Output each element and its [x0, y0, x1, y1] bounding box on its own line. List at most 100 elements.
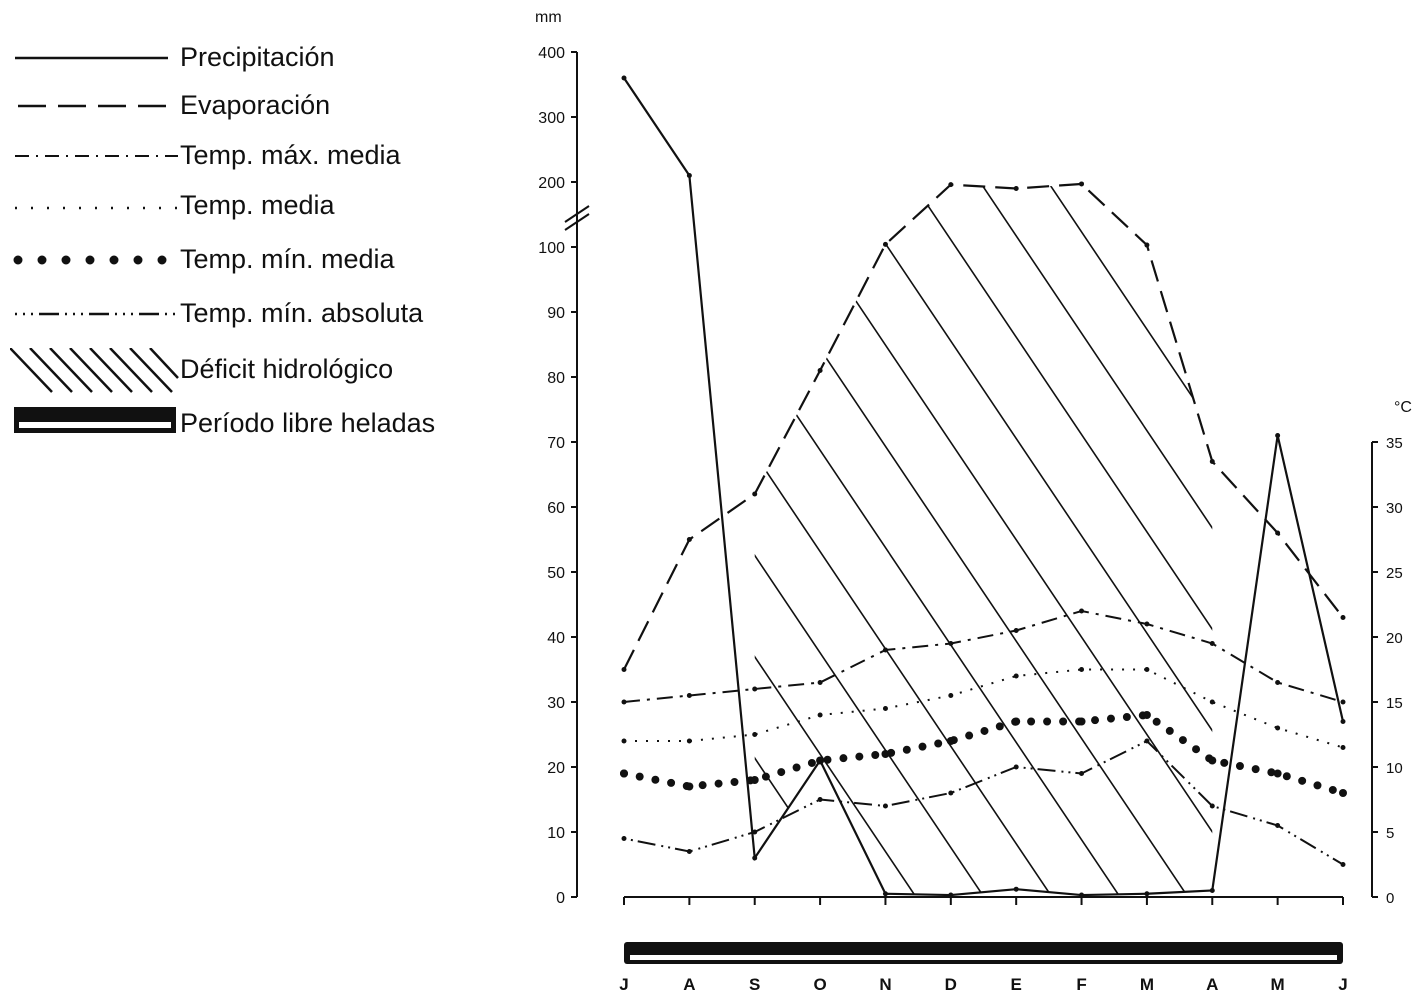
data-point — [1077, 717, 1086, 726]
climate-chart: mm 0 10 20 30 40 50 60 70 80 90 100 200 300 400 °C 0 5 10 1… — [535, 9, 1424, 994]
x-tick-label: F — [1076, 975, 1086, 994]
legend-label: Evaporación — [180, 90, 331, 120]
legend-label: Temp. media — [180, 190, 335, 220]
data-point — [1209, 459, 1215, 464]
precipitacion-line — [623, 77, 1345, 897]
left-tick-label: 50 — [547, 565, 565, 582]
data-point — [1340, 699, 1346, 705]
x-tick-label: J — [619, 975, 628, 994]
data-point — [1079, 892, 1085, 898]
left-tick-label: 400 — [538, 45, 565, 62]
data-point — [948, 693, 954, 698]
data-point — [752, 491, 758, 497]
bold-dotted-line-swatch-icon — [13, 255, 180, 265]
data-point — [948, 892, 954, 898]
legend-item-precipitacion: Precipitación — [0, 36, 520, 80]
x-tick-label: S — [749, 975, 760, 994]
right-tick-label: 10 — [1386, 760, 1403, 777]
data-point — [1142, 711, 1151, 719]
right-tick-label: 30 — [1386, 500, 1403, 517]
data-point — [686, 693, 692, 698]
data-point — [817, 712, 823, 718]
data-point — [686, 537, 692, 542]
evaporacion-line — [623, 182, 1344, 670]
data-point — [1079, 608, 1085, 614]
left-tick-label: 0 — [556, 890, 565, 907]
data-point — [1079, 181, 1085, 187]
left-tick-label: 30 — [547, 695, 565, 712]
data-point — [620, 769, 628, 778]
temp-min-absoluta-line — [623, 739, 1344, 866]
x-tick-label: J — [1338, 975, 1347, 994]
left-tick-label: 40 — [547, 630, 565, 647]
right-tick-label: 25 — [1386, 565, 1403, 582]
legend-label: Temp. mín. absoluta — [180, 298, 424, 328]
deficit-hatch-line — [754, 183, 783, 896]
left-tick-label: 10 — [547, 825, 565, 842]
axis-break-mark — [564, 205, 590, 223]
left-tick-label: 90 — [547, 305, 565, 322]
data-point — [621, 75, 627, 81]
data-point — [1340, 615, 1346, 620]
dotted-line-swatch-icon — [15, 206, 178, 210]
data-point — [621, 836, 627, 841]
data-point — [686, 173, 692, 178]
data-point — [1209, 888, 1215, 893]
deficit-hatch-line — [971, 183, 1213, 896]
deficit-hatch — [754, 170, 1424, 900]
data-point — [1275, 530, 1281, 536]
right-tick-label: 15 — [1386, 695, 1403, 712]
data-point — [948, 641, 954, 646]
x-tick-label: N — [879, 975, 891, 994]
axis-break-mark — [564, 213, 590, 231]
deficit-hatch-line — [1039, 183, 1213, 896]
frost-free-bar-swatch-icon — [14, 407, 176, 433]
x-tick-label: M — [1140, 975, 1154, 994]
legend-item-evaporacion: Evaporación — [0, 84, 520, 128]
data-point — [882, 241, 888, 247]
data-point — [1209, 803, 1215, 809]
x-tick-label: M — [1271, 975, 1285, 994]
left-axis-unit: mm — [535, 9, 562, 26]
data-point — [752, 686, 758, 692]
data-point — [1208, 756, 1217, 765]
temp-max-media-line — [623, 609, 1344, 703]
deficit-hatch-line — [754, 183, 1055, 896]
data-point — [1275, 433, 1281, 438]
left-tick-label: 80 — [547, 370, 565, 387]
data-point — [817, 680, 823, 685]
data-point — [752, 829, 758, 835]
left-tick-label: 20 — [547, 760, 565, 777]
legend-label: Temp. mín. media — [180, 244, 395, 274]
legend-label: Temp. máx. media — [180, 140, 401, 170]
data-point — [882, 803, 888, 809]
data-point — [621, 699, 627, 705]
data-point — [1339, 789, 1347, 797]
x-tick-label: D — [945, 975, 957, 994]
legend-label: Período libre heladas — [180, 408, 436, 438]
deficit-hatch-line — [835, 183, 1213, 896]
temp-min-media-line — [620, 710, 1347, 797]
legend-item-tmin: Temp. mín. media — [0, 238, 520, 282]
data-point — [752, 732, 758, 737]
data-point — [1275, 680, 1281, 685]
right-tick-label: 0 — [1386, 890, 1394, 907]
data-point — [1275, 725, 1281, 731]
data-point — [1013, 186, 1019, 191]
deficit-hatch-line — [754, 183, 987, 896]
right-axis-unit: °C — [1394, 399, 1412, 416]
data-point — [1144, 667, 1150, 672]
left-tick-label: 70 — [547, 435, 565, 452]
legend-item-heladas: Período libre heladas — [0, 402, 520, 446]
data-point — [816, 756, 825, 765]
deficit-hatch-line — [1312, 170, 1424, 900]
left-tick-label: 60 — [547, 500, 565, 517]
data-point — [1144, 621, 1150, 627]
legend-item-deficit: Déficit hidrológico — [0, 348, 520, 393]
data-point — [948, 790, 954, 796]
data-point — [621, 667, 627, 672]
data-point — [881, 750, 890, 758]
dashed-line-swatch-icon — [18, 104, 168, 108]
deficit-hatch-line — [767, 183, 1213, 896]
deficit-hatch-line — [754, 183, 1191, 896]
